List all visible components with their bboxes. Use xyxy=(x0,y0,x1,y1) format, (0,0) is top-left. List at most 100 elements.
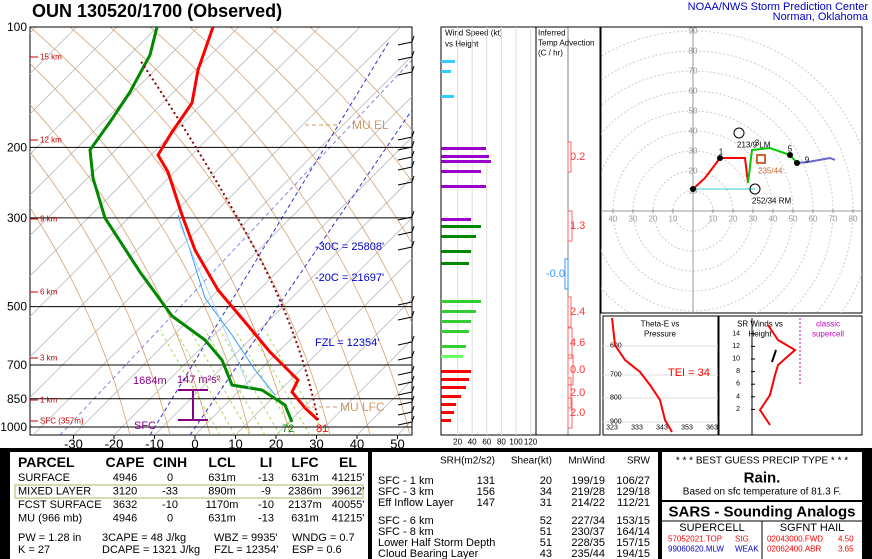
dry-adiabat xyxy=(149,27,411,435)
parcel-cell: -33 xyxy=(162,486,178,498)
index-cell: WBZ = 9935' xyxy=(214,532,278,544)
white-blue xyxy=(179,224,251,391)
wind-axis-label: 100 xyxy=(509,438,523,447)
parcel-header: LFC xyxy=(291,454,318,470)
pressure-label: 500 xyxy=(7,300,27,314)
isotherm xyxy=(154,176,412,435)
mixing-ratio xyxy=(159,329,221,435)
srw-h: 14 xyxy=(732,330,740,337)
adv-value: 4.6 xyxy=(570,337,585,349)
analog-sc: SIG xyxy=(735,535,749,544)
parcel-cell: -10 xyxy=(162,499,178,511)
title: OUN 130520/1700 (Observed) xyxy=(32,1,282,21)
hodo-mean: 235/44 xyxy=(758,167,783,176)
analog-hail: 4.50 xyxy=(838,535,854,544)
temp-label: -10 xyxy=(145,437,164,452)
hodo-x-label: 40 xyxy=(769,215,778,224)
barb xyxy=(397,356,413,361)
barb xyxy=(397,41,413,46)
wind-bar xyxy=(441,262,469,265)
kin-cell: SFC - 1 km xyxy=(378,475,434,487)
parcel-cell: 3120 xyxy=(113,486,137,498)
parcel-cell: 4946 xyxy=(113,513,137,525)
thetae-p: 800 xyxy=(610,395,622,402)
barb-flag xyxy=(411,415,415,423)
analog-title: SARS - Sounding Analogs xyxy=(669,504,856,521)
kin-header: Shear(kt) xyxy=(511,456,552,467)
height-label: 12 km xyxy=(40,136,62,145)
parcel-cell: MU (966 mb) xyxy=(18,513,82,525)
temp-label: 40 xyxy=(350,437,364,452)
hodo-frame xyxy=(600,26,863,314)
fzl: FZL = 12354' xyxy=(315,337,379,349)
isotherm xyxy=(194,217,412,435)
dry-adiabat xyxy=(30,63,251,435)
dry-adiabat xyxy=(109,27,371,435)
wind-axis-label: 60 xyxy=(482,438,491,447)
wind-title: vs Height xyxy=(445,40,479,49)
adv-title: Temp Advection xyxy=(538,39,594,48)
hodo-rm: 252/34 RM xyxy=(752,197,791,206)
parcel-cell: 890m xyxy=(208,486,236,498)
barb xyxy=(397,411,413,416)
kin-cell: 199/19 xyxy=(571,475,605,487)
height-label: 1 km xyxy=(40,396,58,405)
barb-flag xyxy=(411,350,415,358)
hodo-point-label: 9 xyxy=(805,156,810,165)
isotherm xyxy=(30,27,361,358)
blue-dash xyxy=(149,39,391,435)
srw-h: 12 xyxy=(732,343,740,350)
barb-flag xyxy=(411,150,415,158)
sfc-t: 81 xyxy=(316,423,328,435)
wind-axis-label: 40 xyxy=(468,438,477,447)
barb-flag xyxy=(411,385,415,393)
thetae-title: Pressure xyxy=(644,330,677,339)
parcel-cell: 41215' xyxy=(332,472,365,484)
wind-bar xyxy=(441,60,455,63)
isotherm xyxy=(235,257,412,435)
precip-title: * * * BEST GUESS PRECIP TYPE * * * xyxy=(676,456,848,467)
parcel-box xyxy=(10,452,368,559)
analog-hail: 02062400.ABR xyxy=(767,545,821,554)
hodo-x-label: 30 xyxy=(749,215,758,224)
barb xyxy=(397,231,413,236)
hodo-x-label: 50 xyxy=(789,215,798,224)
isotherm xyxy=(30,27,280,277)
mixing-ratio xyxy=(219,329,281,435)
kin-cell: 131 xyxy=(477,475,495,487)
wind-axis-label: 120 xyxy=(524,438,538,447)
kin-cell: 52 xyxy=(540,515,552,527)
barb xyxy=(397,371,413,376)
kin-cell: 230/37 xyxy=(571,526,605,538)
hodo-green xyxy=(747,146,798,184)
kin-cell: Eff Inflow Layer xyxy=(378,497,454,509)
analog-sc: 99060620.MLW xyxy=(668,545,724,554)
pressure-label: 1000 xyxy=(0,420,27,434)
barb xyxy=(397,216,413,221)
adv-value: 2.4 xyxy=(570,306,585,318)
wind-bar xyxy=(441,160,491,163)
height-label: 3 km xyxy=(40,354,58,363)
parcel-cell: 41215' xyxy=(332,513,365,525)
temp-label: -30 xyxy=(64,437,83,452)
barb xyxy=(397,421,413,426)
srw-title: Height xyxy=(748,330,772,339)
barb-flag xyxy=(411,175,415,183)
kin-cell: 34 xyxy=(540,486,552,498)
location: Norman, Oklahoma xyxy=(773,11,869,23)
kin-cell: 51 xyxy=(540,537,552,549)
skewt-lines xyxy=(30,27,412,435)
barb-flag xyxy=(411,140,415,148)
dry-adiabat xyxy=(309,27,412,131)
kin-cell: 106/27 xyxy=(616,475,650,487)
parcel-header: CAPE xyxy=(106,454,145,470)
srw-class: supercell xyxy=(812,330,844,339)
height-label: 6 km xyxy=(40,288,58,297)
kin-cell: 214/22 xyxy=(571,497,605,509)
analog-hail: 02043000.FWD xyxy=(767,535,823,544)
parcel-cell: 0 xyxy=(167,472,173,484)
adv-value: 1.3 xyxy=(570,220,585,232)
hodo-point xyxy=(787,152,793,158)
isotherm xyxy=(32,55,412,435)
